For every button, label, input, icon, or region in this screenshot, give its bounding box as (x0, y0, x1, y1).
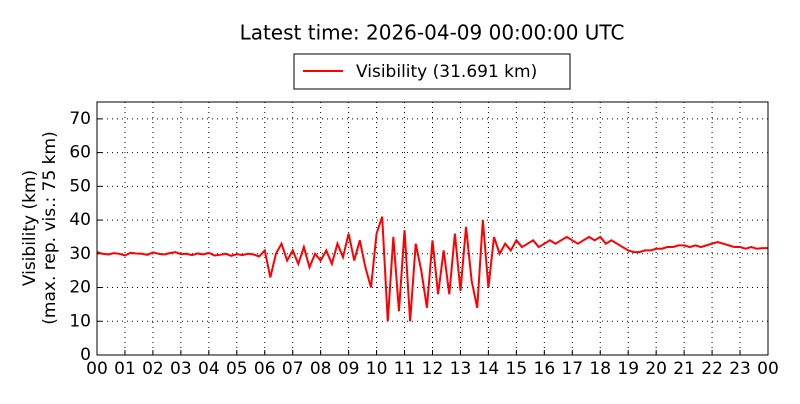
x-tick-label: 12 (422, 359, 444, 379)
x-tick-label: 21 (673, 359, 695, 379)
y-tick-label: 0 (80, 345, 91, 365)
x-tick-label: 01 (114, 359, 136, 379)
x-tick-label: 10 (366, 359, 388, 379)
x-tick-label: 15 (506, 359, 528, 379)
x-tick-label: 19 (617, 359, 639, 379)
x-tick-label: 02 (142, 359, 164, 379)
chart-title: Latest time: 2026-04-09 00:00:00 UTC (240, 21, 625, 45)
x-tick-label: 18 (589, 359, 611, 379)
x-tick-label: 04 (198, 359, 220, 379)
x-tick-label: 16 (534, 359, 556, 379)
data-line (96, 216, 769, 322)
y-tick-label: 70 (69, 109, 91, 129)
x-tick-label: 14 (478, 359, 500, 379)
x-tick-label: 22 (701, 359, 723, 379)
y-tick-label: 40 (69, 210, 91, 230)
x-tick-label: 05 (226, 359, 248, 379)
x-tick-label: 00 (86, 359, 108, 379)
y-tick-label: 50 (69, 176, 91, 196)
x-tick-label: 11 (394, 359, 416, 379)
y-tick-label: 10 (69, 311, 91, 331)
x-tick-label: 03 (170, 359, 192, 379)
x-tick-label: 00 (757, 359, 779, 379)
plot-frame (96, 101, 769, 356)
x-tick-label: 06 (254, 359, 276, 379)
x-tick-label: 08 (310, 359, 332, 379)
legend-label: Visibility (31.691 km) (356, 62, 537, 82)
x-tick-label: 13 (450, 359, 472, 379)
y-axis-label: (max. rep. vis.: 75 km) (40, 131, 60, 324)
y-tick-label: 30 (69, 244, 91, 264)
x-tick-label: 07 (282, 359, 304, 379)
x-tick-label: 17 (561, 359, 583, 379)
x-tick-label: 20 (645, 359, 667, 379)
x-tick-label: 09 (338, 359, 360, 379)
y-axis-label: Visibility (km) (20, 170, 40, 286)
x-tick-label: 23 (729, 359, 751, 379)
y-tick-label: 20 (69, 278, 91, 298)
y-tick-label: 60 (69, 143, 91, 163)
